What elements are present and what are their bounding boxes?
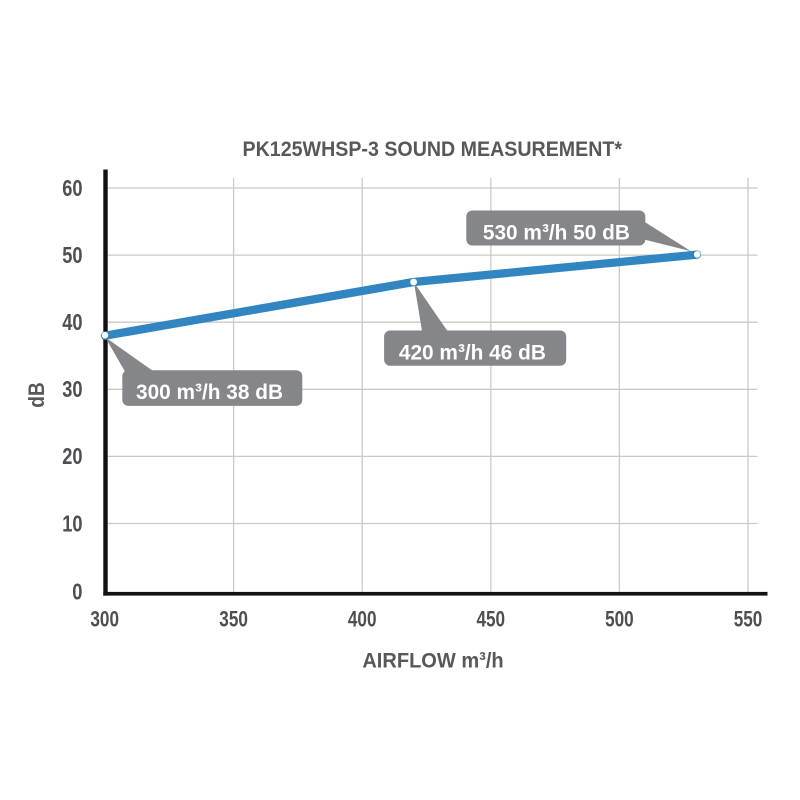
svg-text:400: 400	[348, 607, 377, 632]
svg-text:PK125WHSP-3 SOUND MEASUREMENT: PK125WHSP-3 SOUND MEASUREMENT*	[243, 138, 623, 161]
svg-text:30: 30	[62, 376, 82, 402]
svg-text:300: 300	[90, 607, 119, 632]
svg-text:530 m³/h 50 dB: 530 m³/h 50 dB	[483, 220, 630, 244]
svg-text:60: 60	[62, 175, 82, 201]
svg-text:AIRFLOW m³/h: AIRFLOW m³/h	[362, 648, 503, 672]
svg-text:350: 350	[219, 607, 248, 632]
svg-text:50: 50	[62, 242, 82, 268]
svg-text:300 m³/h 38 dB: 300 m³/h 38 dB	[136, 380, 283, 404]
svg-text:420 m³/h 46 dB: 420 m³/h 46 dB	[399, 340, 546, 364]
svg-text:dB: dB	[24, 382, 49, 407]
svg-text:0: 0	[72, 579, 82, 605]
svg-text:500: 500	[605, 607, 634, 632]
svg-text:20: 20	[62, 443, 82, 469]
svg-text:10: 10	[62, 510, 82, 536]
svg-text:40: 40	[62, 309, 82, 335]
svg-text:450: 450	[477, 607, 506, 632]
svg-text:550: 550	[734, 607, 763, 632]
